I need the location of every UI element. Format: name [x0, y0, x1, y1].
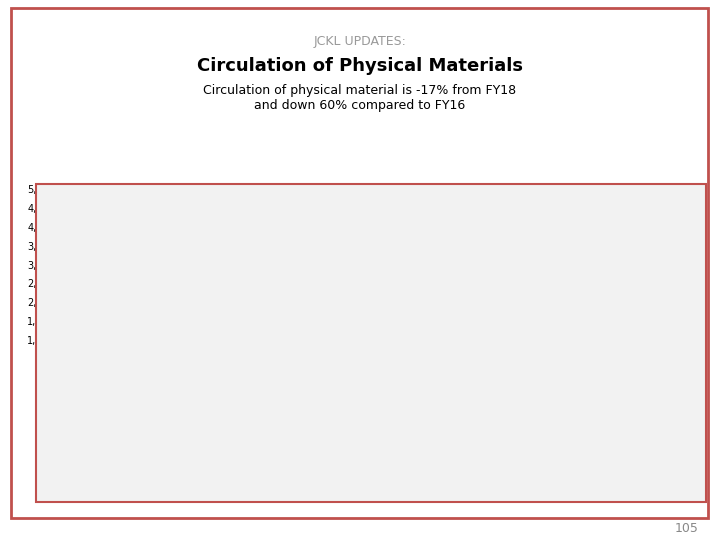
- Text: 768: 768: [369, 440, 385, 448]
- Text: Oct: Oct: [269, 388, 284, 397]
- Text: 1,059: 1,059: [113, 413, 137, 422]
- Text: Feb: Feb: [470, 388, 486, 397]
- Text: 1,380: 1,380: [567, 465, 591, 475]
- Text: Circulation of Physical Materials: Circulation of Physical Materials: [197, 57, 523, 75]
- Text: Mar: Mar: [521, 388, 537, 397]
- Text: 1,305: 1,305: [517, 465, 541, 475]
- Text: 1,817: 1,817: [315, 440, 339, 448]
- Text: 3,321: 3,321: [517, 490, 541, 500]
- Text: FY19: FY19: [76, 465, 96, 475]
- Text: 710: 710: [117, 465, 132, 475]
- Text: 1,029: 1,029: [366, 413, 390, 422]
- Text: 802: 802: [117, 440, 132, 448]
- Text: 871: 871: [672, 465, 688, 475]
- Text: 2,172: 2,172: [163, 413, 187, 422]
- Text: 1,298: 1,298: [113, 490, 137, 500]
- Text: 2,272: 2,272: [264, 465, 288, 475]
- Text: 2,327: 2,327: [315, 413, 339, 422]
- Text: 2,419: 2,419: [416, 490, 440, 500]
- Text: FY18: FY18: [76, 440, 96, 448]
- Text: 2,092: 2,092: [567, 440, 591, 448]
- Text: 1,418: 1,418: [618, 490, 642, 500]
- Text: 1,710: 1,710: [163, 440, 187, 448]
- Text: 2,282: 2,282: [517, 413, 541, 422]
- Text: July: July: [117, 388, 133, 397]
- Text: Aug: Aug: [166, 388, 184, 397]
- Text: Sept: Sept: [215, 388, 236, 397]
- Text: 2,227: 2,227: [467, 413, 490, 422]
- Text: 4,011: 4,011: [214, 490, 238, 500]
- Text: 1,248: 1,248: [618, 413, 642, 422]
- Text: 2,048: 2,048: [567, 413, 591, 422]
- Text: 3,010: 3,010: [264, 413, 288, 422]
- Text: 894: 894: [369, 465, 385, 475]
- Text: Dec: Dec: [369, 388, 386, 397]
- Text: FY17: FY17: [76, 413, 96, 422]
- Text: 775: 775: [622, 440, 638, 448]
- Text: Nov: Nov: [318, 388, 336, 397]
- Text: 2,472: 2,472: [214, 413, 238, 422]
- Text: Circulation of physical material is -17% from FY18
and down 60% compared to FY16: Circulation of physical material is -17%…: [204, 84, 516, 112]
- Text: 5 year avg: 5 year avg: [51, 490, 96, 500]
- Text: 2,788: 2,788: [467, 440, 490, 448]
- Text: 1,778: 1,778: [214, 465, 238, 475]
- Text: June: June: [670, 388, 690, 397]
- Text: May: May: [621, 388, 639, 397]
- Text: 1,284: 1,284: [668, 490, 692, 500]
- Text: 2,385: 2,385: [264, 440, 288, 448]
- Text: JCKL UPDATES:: JCKL UPDATES:: [314, 35, 406, 48]
- Text: 1,018: 1,018: [668, 440, 692, 448]
- Text: 1,727: 1,727: [366, 490, 390, 500]
- Text: 1,548: 1,548: [517, 440, 541, 448]
- Text: 1,512: 1,512: [163, 465, 187, 475]
- Text: 1,517: 1,517: [416, 465, 440, 475]
- Text: 3,480: 3,480: [315, 490, 339, 500]
- Text: 2,488: 2,488: [467, 465, 490, 475]
- Text: 1,053: 1,053: [416, 440, 440, 448]
- Text: 658: 658: [622, 465, 638, 475]
- Text: 1,174: 1,174: [668, 413, 692, 422]
- Text: Apr: Apr: [572, 388, 588, 397]
- Text: 2,085: 2,085: [416, 413, 440, 422]
- Text: 1,338: 1,338: [315, 465, 339, 475]
- Text: 4,522: 4,522: [264, 490, 288, 500]
- Text: 3,709: 3,709: [567, 490, 591, 500]
- Text: 2,178: 2,178: [214, 440, 238, 448]
- Text: 2,448: 2,448: [163, 490, 187, 500]
- Text: Jan: Jan: [421, 388, 435, 397]
- Text: 3,339: 3,339: [467, 490, 490, 500]
- Text: 105: 105: [675, 522, 698, 535]
